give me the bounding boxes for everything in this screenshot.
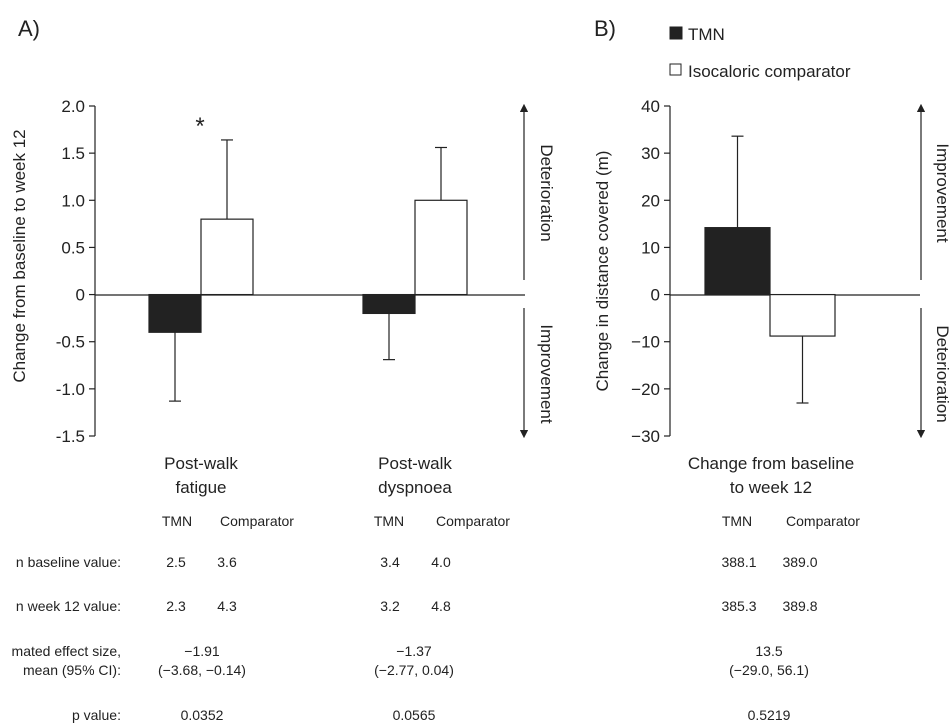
chart-b: 40 30 20 10 0 −10 −20 −30 Change in distance co… (593, 97, 951, 497)
chart-b-tick-label: −20 (631, 380, 660, 399)
direction-label-improvement-b: Improvement (933, 143, 951, 242)
row-label-p-value: p value: (72, 707, 121, 723)
category-label-dyspnoea-line2: dyspnoea (378, 478, 452, 497)
table-header-tmn-dyspnoea: TMN (374, 513, 404, 529)
chart-b-x-label-line1: Change from baseline (688, 454, 854, 473)
fatigue-p-value: 0.0352 (181, 707, 224, 723)
chart-a-tick-label: -1.5 (56, 427, 85, 446)
dyspnoea-week12-tmn: 3.2 (380, 598, 400, 614)
legend-swatch-tmn (669, 26, 683, 40)
fatigue-baseline-tmn: 2.5 (166, 554, 186, 570)
legend-label-tmn: TMN (688, 25, 725, 44)
chart-b-tick-label: 40 (641, 97, 660, 116)
chart-b-x-label-line2: to week 12 (730, 478, 812, 497)
chart-a-tick-label: -0.5 (56, 333, 85, 352)
chart-b-tick-label: 0 (651, 286, 660, 305)
chart-a-bar-tmn-1 (362, 293, 416, 315)
chart-a-y-axis-title: Change from baseline to week 12 (10, 129, 29, 382)
distance-ci: (−29.0, 56.1) (729, 662, 809, 678)
chart-a-tick-label: 0.5 (61, 238, 85, 257)
distance-baseline-tmn: 388.1 (721, 554, 756, 570)
direction-label-improvement: Improvement (537, 324, 556, 423)
fatigue-week12-tmn: 2.3 (166, 598, 186, 614)
chart-a-tick-label: -1.0 (56, 380, 85, 399)
distance-p-value: 0.5219 (748, 707, 791, 723)
chart-a-bar-comparator-1 (414, 199, 468, 296)
significance-marker: * (195, 113, 204, 140)
fatigue-effect-size: −1.91 (184, 643, 220, 659)
chart-a-bar-tmn-0 (148, 293, 202, 333)
category-label-dyspnoea-line1: Post-walk (378, 454, 452, 473)
chart-b-tick-label: 10 (641, 238, 660, 257)
distance-baseline-comparator: 389.0 (782, 554, 817, 570)
chart-b-tick-label: −10 (631, 333, 660, 352)
fatigue-baseline-comparator: 3.6 (217, 554, 237, 570)
row-label-effect-size: mated effect size, (12, 643, 121, 659)
row-label-week12: n week 12 value: (16, 598, 121, 614)
distance-week12-comparator: 389.8 (782, 598, 817, 614)
legend-label-comparator: Isocaloric comparator (688, 62, 851, 81)
table-header-tmn-fatigue: TMN (162, 513, 192, 529)
chart-b-tick-label: 20 (641, 191, 660, 210)
chart-b-bar-tmn-0 (704, 227, 771, 296)
table-header-comparator-distance: Comparator (786, 513, 860, 529)
legend-swatch-comparator (669, 63, 682, 76)
category-label-fatigue-line2: fatigue (175, 478, 226, 497)
chart-b-tick-label: −30 (631, 427, 660, 446)
panel-a-label: A) (18, 16, 40, 41)
chart-a-tick-label: 0 (76, 286, 85, 305)
table-header-comparator-dyspnoea: Comparator (436, 513, 510, 529)
legend: TMN Isocaloric comparator (669, 25, 851, 81)
fatigue-ci: (−3.68, −0.14) (158, 662, 246, 678)
chart-a-bar-comparator-0 (200, 218, 254, 296)
chart-b-y-axis-title: Change in distance covered (m) (593, 151, 612, 392)
dyspnoea-effect-size: −1.37 (396, 643, 432, 659)
row-label-mean-ci: mean (95% CI): (23, 662, 121, 678)
direction-label-deterioration-b: Deterioration (933, 325, 951, 422)
chart-a: 2.0 1.5 1.0 0.5 0 -0.5 -1.0 -1.5 * Change from … (10, 97, 556, 497)
distance-week12-tmn: 385.3 (721, 598, 756, 614)
chart-a-tick-label: 1.5 (61, 144, 85, 163)
table-header-tmn-distance: TMN (722, 513, 752, 529)
chart-b-tick-label: 30 (641, 144, 660, 163)
row-label-baseline: n baseline value: (16, 554, 121, 570)
table-header-comparator-fatigue: Comparator (220, 513, 294, 529)
chart-a-tick-label: 2.0 (61, 97, 85, 116)
chart-b-bar-comparator-0 (769, 293, 836, 337)
dyspnoea-week12-comparator: 4.8 (431, 598, 451, 614)
fatigue-week12-comparator: 4.3 (217, 598, 237, 614)
dyspnoea-ci: (−2.77, 0.04) (374, 662, 454, 678)
dyspnoea-baseline-comparator: 4.0 (431, 554, 451, 570)
chart-a-tick-label: 1.0 (61, 191, 85, 210)
distance-effect-size: 13.5 (755, 643, 782, 659)
summary-table: TMN Comparator TMN Comparator TMN Compar… (12, 513, 861, 723)
dyspnoea-p-value: 0.0565 (393, 707, 436, 723)
panel-b-label: B) (594, 16, 616, 41)
category-label-fatigue-line1: Post-walk (164, 454, 238, 473)
dyspnoea-baseline-tmn: 3.4 (380, 554, 400, 570)
direction-label-deterioration: Deterioration (537, 144, 556, 241)
